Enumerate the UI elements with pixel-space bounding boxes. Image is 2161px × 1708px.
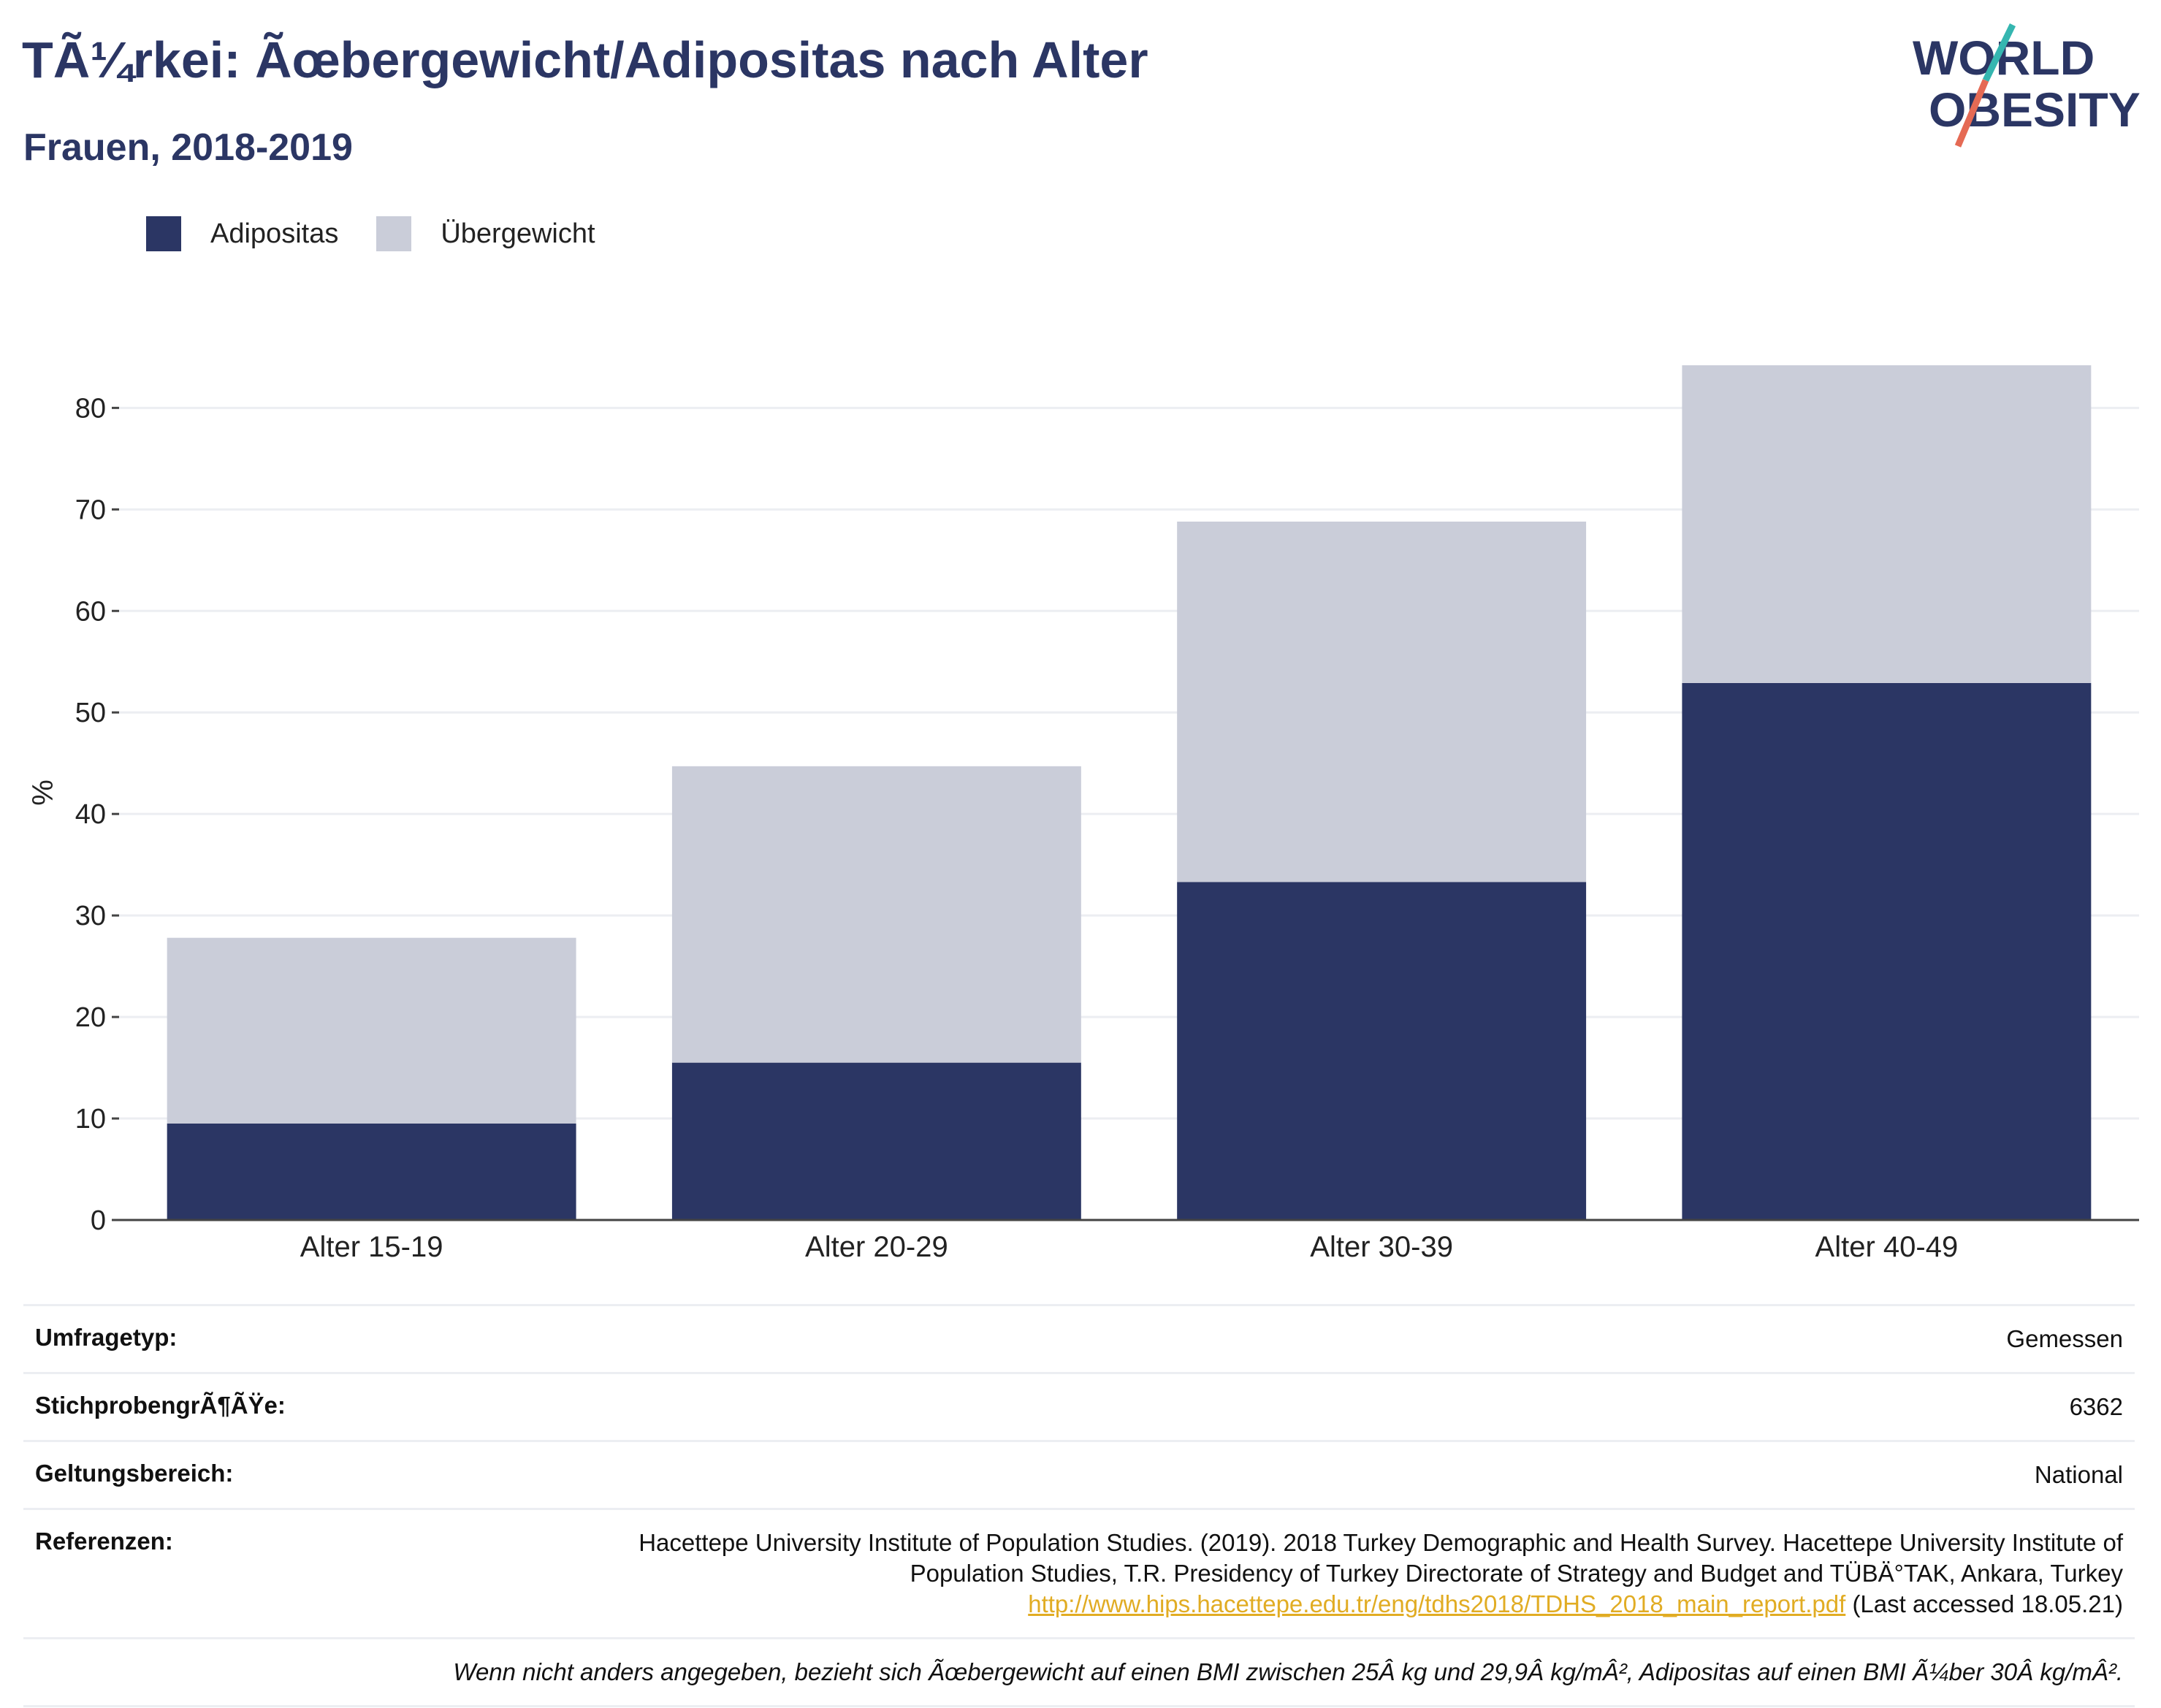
info-row-survey-type: Umfragetyp: Gemessen (23, 1304, 2135, 1372)
y-tick-label: 10 (75, 1104, 106, 1135)
logo-text-obesity: OBESITY (1929, 83, 2141, 137)
bar-uebergewicht-2 (671, 766, 1081, 1063)
info-row-note: Wenn nicht anders angegeben, bezieht sic… (23, 1637, 2135, 1707)
sample-size-value: 6362 (2069, 1393, 2123, 1420)
info-row-sample-size: StichprobengrÃ¶ÃŸe: 6362 (23, 1372, 2135, 1440)
y-tick-label: 40 (75, 799, 106, 830)
references-value: Hacettepe University Institute of Popula… (589, 1528, 2123, 1620)
survey-type-label: Umfragetyp: (35, 1324, 178, 1351)
x-tick-label: Alter 30-39 (1310, 1231, 1453, 1263)
legend-swatch-adipositas (146, 216, 181, 251)
bar-adipositas-1 (167, 1123, 576, 1220)
y-tick-label: 60 (75, 596, 106, 627)
y-tick-label: 50 (75, 698, 106, 728)
references-label: Referenzen: (35, 1528, 173, 1555)
legend-item-uebergewicht: Übergewicht (376, 216, 595, 251)
logo-slash-teal (1982, 23, 2016, 82)
y-tick-label: 30 (75, 901, 106, 931)
bar-adipositas-4 (1682, 682, 2092, 1220)
legend-label-adipositas: Adipositas (210, 218, 339, 249)
legend-label-uebergewicht: Übergewicht (441, 218, 595, 249)
legend-swatch-uebergewicht (376, 216, 412, 251)
bar-adipositas-3 (1177, 882, 1587, 1220)
y-tick-label: 20 (75, 1002, 106, 1033)
y-tick-label: 80 (75, 393, 106, 424)
legend-item-adipositas: Adipositas (146, 216, 338, 251)
info-row-references: Referenzen: Hacettepe University Institu… (23, 1508, 2135, 1637)
bmi-definition-note: Wenn nicht anders angegeben, bezieht sic… (453, 1658, 2123, 1685)
stacked-bar-chart: 0 10 20 30 40 50 60 70 80% Alter 15-19 Alter 20-29… (27, 365, 2139, 1263)
bar-uebergewicht-4 (1682, 365, 2092, 683)
info-row-scope: Geltungsbereich: National (23, 1440, 2135, 1508)
logo-slash-coral (1954, 79, 1989, 148)
reference-accessed: (Last accessed 18.05.21) (1852, 1590, 2123, 1617)
reference-link[interactable]: http://www.hips.hacettepe.edu.tr/eng/tdh… (1028, 1590, 1846, 1617)
x-tick-label: Alter 15-19 (300, 1231, 443, 1263)
scope-value: National (2034, 1461, 2123, 1488)
bar-adipositas-2 (671, 1062, 1081, 1220)
chart-title: TÃ¼rkei: Ãœbergewicht/Adipositas nach Al… (22, 31, 1148, 88)
bar-uebergewicht-3 (1177, 521, 1587, 882)
x-tick-label: Alter 20-29 (805, 1231, 948, 1263)
survey-info-table: Umfragetyp: Gemessen StichprobengrÃ¶ÃŸe:… (23, 1304, 2135, 1707)
y-tick-label: 0 (91, 1205, 106, 1236)
scope-label: Geltungsbereich: (35, 1460, 234, 1487)
reference-text: Hacettepe University Institute of Popula… (639, 1529, 2123, 1587)
world-obesity-logo: WORLD OBESITY (1913, 23, 2141, 148)
y-axis-label: % (27, 779, 59, 806)
chart-legend: Adipositas Übergewicht (146, 216, 633, 251)
y-tick-label: 70 (75, 495, 106, 525)
x-tick-label: Alter 40-49 (1815, 1231, 1959, 1263)
survey-type-value: Gemessen (2006, 1325, 2123, 1352)
sample-size-label: StichprobengrÃ¶ÃŸe: (35, 1392, 286, 1419)
chart-subtitle: Frauen, 2018-2019 (23, 126, 353, 169)
bar-uebergewicht-1 (167, 937, 576, 1124)
